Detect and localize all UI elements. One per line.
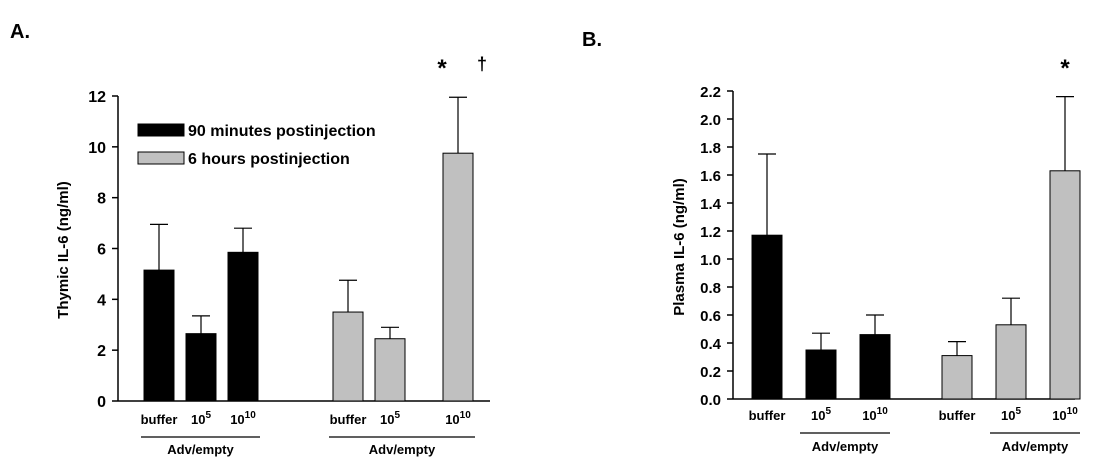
panel-b-y-tick-label: 0.6 xyxy=(700,308,721,325)
panel-a-group-label: Adv/empty xyxy=(167,442,234,457)
panel-b-bar xyxy=(996,325,1026,399)
panel-b-y-tick-label: 2.2 xyxy=(700,84,721,101)
panel-b-label: B. xyxy=(582,29,602,51)
panel-b-category-label: 105 xyxy=(811,406,831,423)
panel-a-category-label: 1010 xyxy=(445,410,471,427)
panel-a-y-axis-label: Thymic IL-6 (ng/ml) xyxy=(55,181,72,319)
panel-b-group-label: Adv/empty xyxy=(1002,439,1069,454)
panel-a-legend: 90 minutes postinjection 6 hours postinj… xyxy=(138,123,376,168)
panel-b-y-tick-label: 0.2 xyxy=(700,364,721,381)
panel-b-category-label: 1010 xyxy=(862,406,888,423)
panel-b-y-tick-label: 1.8 xyxy=(700,140,721,157)
panel-a-category-label: buffer xyxy=(330,412,367,427)
panel-a-bars xyxy=(144,97,473,401)
panel-b-category-label: 105 xyxy=(1001,406,1021,423)
panel-b-labels: buffer 105 1010 buffer 105 1010 Adv/empty Adv/e… xyxy=(749,55,1080,454)
panel-a-category-label: 105 xyxy=(380,410,400,427)
panel-b-y-tick-label: 0.8 xyxy=(700,280,721,297)
panel-b-y-tick-label: 1.0 xyxy=(700,252,721,269)
panel-b-category-label: buffer xyxy=(939,408,976,423)
panel-a-group-label: Adv/empty xyxy=(369,442,436,457)
legend-label-6-hours: 6 hours postinjection xyxy=(188,151,350,168)
panel-a-y-tick-label: 2 xyxy=(97,343,106,360)
panel-b-bar xyxy=(806,350,836,399)
panel-a-annotation: † xyxy=(477,54,487,74)
panel-b: B. Plasma IL-6 (ng/ml) 0.0 0.2 0.4 0.6 0.8 1.… xyxy=(582,29,1080,454)
panel-a-bar xyxy=(375,339,405,401)
panel-b-bar xyxy=(860,335,890,399)
panel-a-y-tick-label: 4 xyxy=(97,292,106,309)
panel-a-bar xyxy=(228,252,258,401)
panel-b-category-label: buffer xyxy=(749,408,786,423)
panel-a-bar xyxy=(443,153,473,401)
panel-a-label: A. xyxy=(10,21,30,43)
panel-b-annotation: * xyxy=(1060,55,1070,82)
panel-b-y-tick-label: 0.4 xyxy=(700,336,722,353)
panel-a-y-tick-label: 6 xyxy=(97,242,106,259)
panel-b-y-tick-label: 2.0 xyxy=(700,112,721,129)
panel-a-category-label: buffer xyxy=(141,412,178,427)
panel-a-category-label: 1010 xyxy=(230,410,256,427)
panel-a-bar xyxy=(144,270,174,401)
panel-b-y-tick-label: 1.4 xyxy=(700,196,722,213)
panel-a-bar xyxy=(333,312,363,401)
panel-b-y-tick-label: 1.6 xyxy=(700,168,721,185)
panel-a-y-tick-label: 0 xyxy=(97,394,106,411)
panel-a-bar xyxy=(186,334,216,401)
panel-a: A. Thymic IL-6 (ng/ml) 0 2 4 6 8 10 12 buffer 1… xyxy=(10,21,490,457)
panel-a-y-tick-label: 8 xyxy=(97,191,106,208)
panel-b-category-label: 1010 xyxy=(1052,406,1078,423)
panel-b-group-label: Adv/empty xyxy=(812,439,879,454)
panel-b-y-axis-label: Plasma IL-6 (ng/ml) xyxy=(671,178,688,316)
panel-b-y-tick-label: 0.0 xyxy=(700,392,721,409)
panel-b-bar xyxy=(1050,171,1080,399)
legend-label-90-minutes: 90 minutes postinjection xyxy=(188,123,376,140)
panel-b-bar xyxy=(752,235,782,399)
legend-swatch-6-hours xyxy=(138,152,184,164)
legend-swatch-90-minutes xyxy=(138,124,184,136)
panel-a-y-tick-label: 10 xyxy=(88,140,106,157)
panel-a-category-label: 105 xyxy=(191,410,211,427)
panel-b-y-tick-label: 1.2 xyxy=(700,224,721,241)
panel-b-bar xyxy=(942,356,972,399)
panel-a-annotation: * xyxy=(437,55,447,82)
panel-b-bars xyxy=(752,97,1080,399)
panel-a-y-tick-label: 12 xyxy=(88,89,106,106)
